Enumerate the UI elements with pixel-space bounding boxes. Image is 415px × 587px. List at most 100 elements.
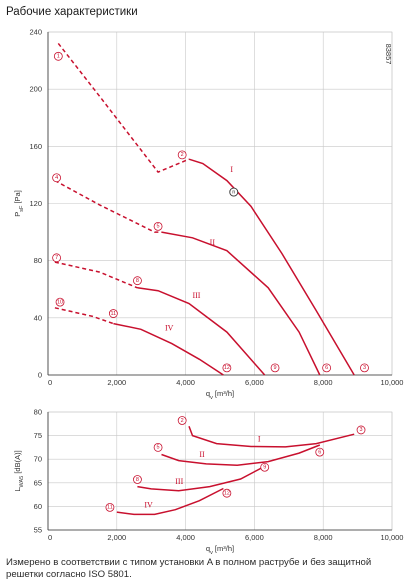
s-curve-iii <box>137 465 266 492</box>
s-x-tick-label: 2,000 <box>107 533 126 542</box>
s-y-axis-label: LWA5 [dB(A)] <box>13 450 25 491</box>
p-point-marker: 7 <box>52 253 61 263</box>
marker-circle <box>270 363 280 373</box>
s-x-tick-label: 6,000 <box>245 533 264 542</box>
p-x-tick-label: 4,000 <box>176 378 195 387</box>
p-y-tick-label: 120 <box>29 199 42 208</box>
marker-circle <box>315 447 325 457</box>
s-curve-iv <box>116 487 224 516</box>
s-series-label: IV <box>144 500 153 509</box>
marker-circle <box>260 462 270 472</box>
marker-circle <box>55 297 65 307</box>
s-x-tick-label: 4,000 <box>176 533 195 542</box>
marker-circle <box>222 488 232 498</box>
marker-circle <box>222 363 232 373</box>
p-series-label: IV <box>165 324 174 333</box>
marker-circle <box>177 150 187 160</box>
s-point-marker: 9 <box>260 462 270 472</box>
s-series-label: III <box>175 477 183 486</box>
p-point-marker: 6 <box>322 363 332 373</box>
marker-circle <box>52 253 61 263</box>
marker-label: 3 <box>363 365 366 371</box>
marker-circle <box>153 221 163 231</box>
p-curve-i <box>188 158 355 376</box>
p-y-tick-label: 240 <box>29 28 42 37</box>
marker-label: 9 <box>263 465 266 471</box>
p-series-label: II <box>210 238 216 247</box>
footnote: Измерено в соответствии с типом установк… <box>6 557 372 580</box>
marker-label: 3 <box>360 427 363 433</box>
s-point-marker: 8 <box>133 475 142 484</box>
marker-label: 5 <box>157 445 160 451</box>
s-point-marker: 2 <box>177 416 187 425</box>
p-operating-point: n <box>229 187 239 197</box>
s-point-marker: 12 <box>222 488 232 498</box>
p-y-tick-label: 160 <box>29 142 42 151</box>
marker-label: 4 <box>55 175 58 181</box>
p-curve-i-dashed <box>57 42 190 174</box>
s-y-tick-label: 70 <box>34 455 42 464</box>
p-y-tick-label: 80 <box>34 256 42 265</box>
marker-label: 8 <box>136 477 139 483</box>
marker-label: 6 <box>318 449 321 455</box>
p-point-marker: 11 <box>108 309 118 318</box>
s-point-marker: 5 <box>153 442 163 452</box>
p-point-marker: 4 <box>52 173 61 183</box>
marker-label: 2 <box>181 152 184 158</box>
s-y-tick-label: 75 <box>34 431 42 440</box>
p-point-marker: 9 <box>270 363 280 373</box>
marker-label: 5 <box>157 224 160 230</box>
sound-power-chart: 0 2,000 4,000 6,000 8,000 10,000556065707580q… <box>13 408 403 557</box>
p-y-axis-label: PsF [Pa] <box>13 190 25 217</box>
s-curve-ii <box>161 444 321 467</box>
p-x-tick-label: 6,000 <box>245 378 264 387</box>
pressure-chart: 0 2,000 4,000 6,000 8,000 10,000 0 40 80 120 160 20… <box>13 28 403 402</box>
p-point-marker: 12 <box>222 363 232 373</box>
s-series-label: II <box>199 450 205 459</box>
s-y-tick-label: 60 <box>34 502 42 511</box>
marker-label: 7 <box>55 255 58 261</box>
p-series-label: III <box>192 291 200 300</box>
p-y-tick-label: 40 <box>34 313 42 322</box>
s-y-tick-label: 65 <box>34 478 42 487</box>
s-y-tick-label: 80 <box>34 408 42 417</box>
marker-label: 1 <box>57 54 60 60</box>
p-x-axis-label: qv [m³/h] <box>206 389 234 401</box>
marker-label: 11 <box>107 505 113 511</box>
marker-label: 11 <box>111 311 117 317</box>
marker-label: 10 <box>57 299 63 305</box>
marker-label: 9 <box>274 365 277 371</box>
s-curve-i <box>188 425 355 448</box>
p-point-marker: 8 <box>133 276 142 286</box>
marker-label: 12 <box>224 490 230 496</box>
marker-circle <box>133 276 142 286</box>
s-x-tick-label: 0 <box>48 533 52 542</box>
marker-label: 8 <box>136 278 139 284</box>
p-y-tick-label: 0 <box>38 371 42 380</box>
s-plot-frame <box>47 411 393 531</box>
p-curve-ii <box>161 231 321 376</box>
marker-circle <box>105 502 115 512</box>
p-x-tick-label: 2,000 <box>107 378 126 387</box>
marker-label: 12 <box>224 365 230 371</box>
s-point-marker: 11 <box>105 502 115 512</box>
p-x-tick-label: 0 <box>48 378 52 387</box>
marker-circle <box>52 173 61 183</box>
p-point-marker: 3 <box>360 363 369 373</box>
s-series-label: I <box>258 435 261 444</box>
marker-circle <box>108 309 118 318</box>
p-curve-iv-dashed <box>54 307 114 325</box>
operating-point-circle <box>229 187 239 197</box>
p-series-label: I <box>230 165 233 174</box>
marker-label: 6 <box>325 365 328 371</box>
marker-circle <box>360 363 369 373</box>
p-x-tick-label: 8,000 <box>314 378 333 387</box>
p-y-tick-label: 200 <box>29 85 42 94</box>
p-curve-iii <box>137 287 266 376</box>
marker-circle <box>356 425 366 435</box>
marker-circle <box>53 51 63 61</box>
operating-point-label: n <box>232 189 235 195</box>
s-point-marker: 6 <box>315 447 325 457</box>
page-title: Рабочие характеристики <box>6 6 138 18</box>
